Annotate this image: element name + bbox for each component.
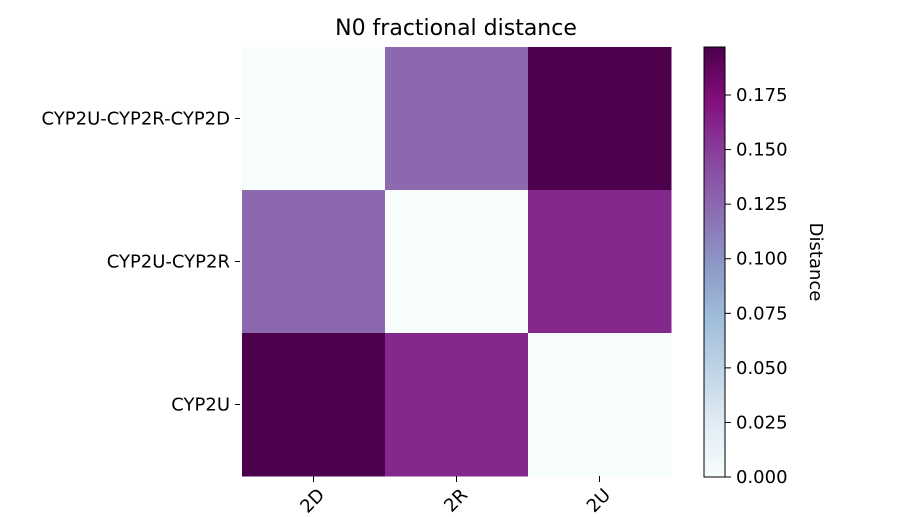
heatmap-cells bbox=[242, 47, 672, 477]
heatmap-cell bbox=[242, 190, 386, 334]
colorbar-label: Distance bbox=[805, 223, 826, 302]
colorbar-tick-label: 0.125 bbox=[736, 194, 788, 215]
colorbar-tick-label: 0.025 bbox=[736, 412, 788, 433]
colorbar-tick-label: 0.000 bbox=[736, 467, 788, 488]
heatmap-cell bbox=[385, 47, 529, 191]
colorbar-tick-label: 0.100 bbox=[736, 249, 788, 270]
colorbar-ticks: 0.000 0.025 0.050 0.075 0.100 0.125 0.150 0.175 bbox=[725, 85, 788, 488]
row-tick-label: CYP2U bbox=[171, 395, 230, 416]
colorbar-tick-label: 0.075 bbox=[736, 303, 788, 324]
colorbar bbox=[703, 46, 726, 478]
heatmap-cell bbox=[528, 190, 672, 334]
column-axis: 2D 2R 2U bbox=[296, 476, 615, 517]
colorbar-tick-label: 0.050 bbox=[736, 358, 788, 379]
colorbar-tick-label: 0.175 bbox=[736, 85, 788, 106]
chart-title: N0 fractional distance bbox=[335, 16, 577, 41]
heatmap-cell bbox=[528, 47, 672, 191]
heatmap-cell bbox=[242, 333, 386, 477]
row-tick-label: CYP2U-CYP2R-CYP2D bbox=[42, 109, 230, 130]
heatmap-cell bbox=[242, 47, 386, 191]
column-tick-label: 2R bbox=[440, 485, 472, 517]
heatmap-cell bbox=[385, 333, 529, 477]
column-tick-label: 2D bbox=[296, 485, 329, 517]
heatmap-cell bbox=[385, 190, 529, 334]
row-axis: CYP2U-CYP2R-CYP2D CYP2U-CYP2R CYP2U bbox=[42, 109, 240, 416]
colorbar-tick-label: 0.150 bbox=[736, 140, 788, 161]
column-tick-label: 2U bbox=[583, 485, 615, 517]
row-tick-label: CYP2U-CYP2R bbox=[107, 252, 230, 273]
heatmap-cell bbox=[528, 333, 672, 477]
